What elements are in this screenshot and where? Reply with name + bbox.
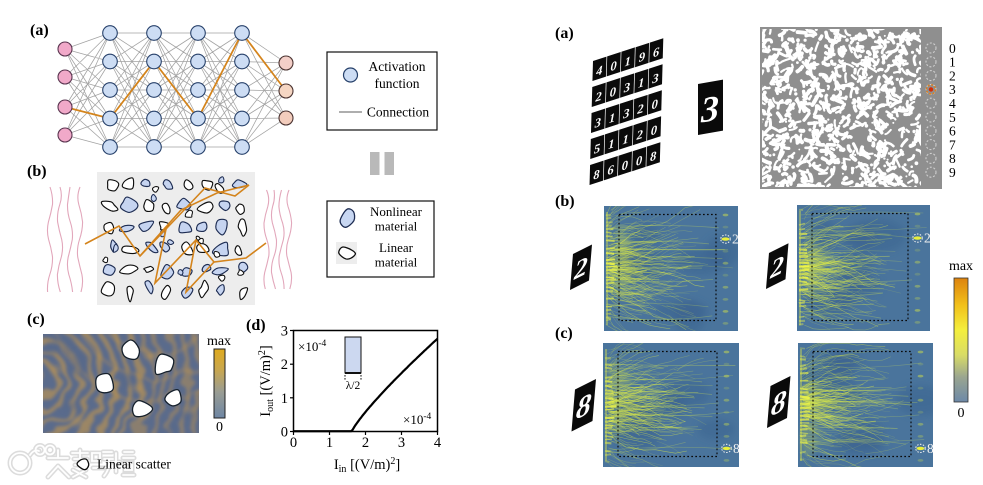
svg-text:×10-4: ×10-4	[403, 412, 432, 427]
svg-text:8: 8	[949, 151, 956, 166]
svg-text:8: 8	[650, 148, 657, 164]
svg-text:0: 0	[949, 41, 956, 56]
svg-text:7: 7	[949, 137, 956, 152]
svg-text:8: 8	[593, 167, 600, 183]
svg-text:max: max	[207, 334, 231, 349]
svg-text:3: 3	[594, 115, 602, 131]
svg-text:Iout [(V/m)2]: Iout [(V/m)2]	[257, 345, 276, 416]
svg-text:material: material	[375, 219, 418, 234]
svg-text:1: 1	[609, 110, 616, 126]
svg-text:(c): (c)	[555, 325, 573, 342]
svg-text:1: 1	[281, 391, 288, 407]
svg-text:4: 4	[949, 96, 956, 111]
svg-text:0: 0	[216, 420, 223, 435]
svg-text:function: function	[375, 76, 420, 91]
svg-text:3: 3	[700, 88, 719, 131]
svg-text:5: 5	[949, 110, 956, 125]
svg-text:0: 0	[281, 425, 288, 441]
svg-text:3: 3	[622, 106, 630, 122]
svg-text:2: 2	[594, 89, 602, 105]
svg-text:(c): (c)	[27, 311, 45, 328]
svg-text:8: 8	[733, 441, 740, 456]
svg-text:9: 9	[949, 165, 956, 180]
svg-text:6: 6	[653, 44, 660, 60]
svg-text:max: max	[949, 259, 973, 274]
svg-text:0: 0	[610, 58, 617, 74]
svg-text:9: 9	[639, 49, 646, 65]
svg-text:2: 2	[924, 231, 931, 246]
svg-text:(b): (b)	[555, 193, 575, 210]
svg-text:1: 1	[622, 132, 629, 148]
svg-text:Linear scatter: Linear scatter	[97, 457, 171, 472]
svg-text:1: 1	[326, 435, 333, 451]
svg-text:material: material	[375, 255, 418, 270]
svg-text:2: 2	[362, 435, 369, 451]
svg-text:0: 0	[636, 153, 643, 169]
svg-text:0: 0	[290, 435, 297, 451]
svg-text:(b): (b)	[27, 163, 47, 180]
svg-text:1: 1	[638, 75, 645, 91]
svg-text:0: 0	[651, 96, 658, 112]
svg-text:0: 0	[622, 158, 629, 174]
svg-text:λ/2: λ/2	[346, 380, 361, 392]
svg-text:0: 0	[651, 122, 658, 138]
svg-text:(a): (a)	[555, 25, 574, 42]
svg-text:2: 2	[635, 127, 643, 143]
svg-text:5: 5	[594, 141, 601, 157]
svg-text:6: 6	[949, 124, 956, 139]
svg-text:1: 1	[624, 54, 631, 70]
svg-text:3: 3	[651, 70, 659, 86]
svg-text:2: 2	[636, 101, 644, 117]
svg-text:2: 2	[281, 357, 288, 373]
svg-text:2: 2	[732, 232, 739, 247]
svg-text:3: 3	[949, 82, 956, 97]
svg-text:3: 3	[398, 435, 405, 451]
svg-text:2: 2	[949, 68, 956, 83]
svg-text:6: 6	[607, 162, 614, 178]
svg-text:×10-4: ×10-4	[298, 339, 327, 354]
svg-text:Activation: Activation	[369, 59, 426, 74]
svg-text:0: 0	[958, 406, 965, 421]
svg-text:3: 3	[281, 324, 288, 340]
svg-text:1: 1	[949, 55, 956, 70]
svg-text:Connection: Connection	[367, 105, 429, 120]
svg-text:8: 8	[927, 441, 934, 456]
svg-text:4: 4	[595, 63, 603, 79]
svg-text:3: 3	[623, 80, 631, 96]
svg-text:Linear: Linear	[379, 240, 414, 255]
svg-text:(a): (a)	[30, 22, 49, 39]
svg-text:(d): (d)	[246, 317, 266, 334]
svg-text:4: 4	[434, 435, 442, 451]
svg-text:Iin [(V/m)2]: Iin [(V/m)2]	[334, 456, 400, 475]
svg-text:0: 0	[610, 84, 617, 100]
svg-text:Nonlinear: Nonlinear	[370, 204, 423, 219]
svg-text:1: 1	[608, 136, 615, 152]
